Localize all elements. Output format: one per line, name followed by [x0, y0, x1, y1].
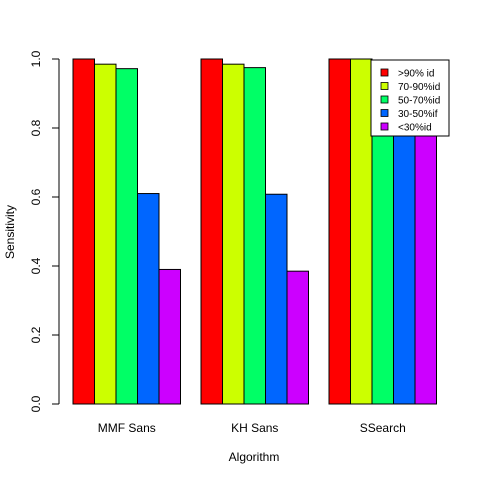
bar [350, 58, 373, 405]
y-axis: 0.0 0.2 0.4 0.6 0.8 1.0 [29, 50, 60, 412]
legend-swatch [380, 82, 389, 90]
y-tick-label: 1.0 [29, 50, 43, 67]
bar [286, 270, 309, 405]
y-axis-label: Sensitivity [3, 205, 17, 259]
bar [328, 58, 351, 405]
bar [137, 193, 160, 405]
bars-layer [72, 58, 437, 405]
y-tick-label: 0.2 [29, 326, 43, 343]
x-tick-label: MMF Sans [98, 421, 156, 435]
legend-swatch [380, 68, 389, 77]
legend-label: 30-50%if [398, 109, 438, 120]
legend-label: 70-90%id [398, 82, 440, 93]
bar [371, 134, 394, 405]
bar [200, 58, 223, 405]
x-tick-label: SSearch [360, 421, 406, 435]
legend-label: 50-70%id [398, 96, 440, 107]
x-axis: MMF Sans KH Sans SSearch [98, 421, 406, 435]
bar [222, 63, 245, 405]
y-tick-label: 0.8 [29, 119, 43, 136]
legend-label: <30%id [398, 123, 432, 134]
bar [158, 268, 181, 405]
legend-swatch [380, 109, 389, 117]
bar [265, 193, 288, 405]
x-tick-label: KH Sans [231, 421, 278, 435]
bar [115, 68, 138, 405]
y-tick-label: 0.6 [29, 188, 43, 205]
bar [243, 67, 266, 405]
bar [72, 58, 95, 405]
legend-label: >90% id [398, 69, 434, 80]
x-axis-label: Algorithm [229, 450, 280, 464]
bar [414, 134, 437, 405]
legend-swatch [380, 95, 389, 104]
bar [393, 134, 416, 405]
bar [94, 63, 117, 405]
y-tick-label: 0.0 [29, 395, 43, 412]
y-tick-label: 0.4 [29, 257, 43, 274]
legend-swatch [380, 122, 389, 131]
legend: >90% id 70-90%id 50-70%id 30-50%if <30%id [370, 59, 450, 137]
